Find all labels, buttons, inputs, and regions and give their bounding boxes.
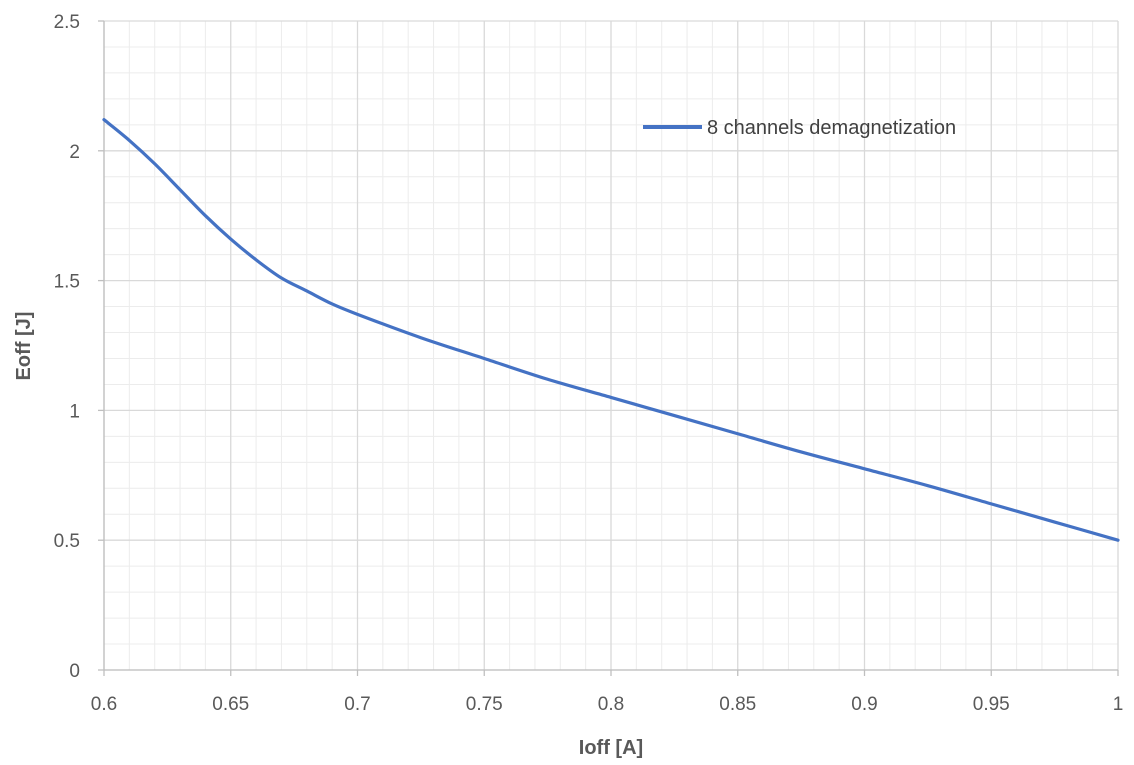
series-layer (102, 118, 1120, 542)
x-axis-title: Ioff [A] (579, 737, 643, 759)
y-tick-label: 0.5 (54, 531, 80, 552)
y-tick-label: 2 (69, 142, 80, 163)
y-tick-label: 0 (69, 661, 80, 682)
x-tick-label: 1 (1113, 694, 1124, 715)
x-tick-label: 0.7 (344, 694, 370, 715)
series-line (102, 118, 1120, 542)
x-tick-label: 0.8 (598, 694, 624, 715)
legend: 8 channels demagnetization (643, 117, 956, 139)
y-tick-label: 2.5 (54, 12, 80, 33)
y-axis-title: Eoff [J] (13, 312, 35, 381)
legend-label: 8 channels demagnetization (707, 117, 956, 139)
tick-labels: 0.6 0.65 0.7 0.75 0.8 0.85 0.9 0.95 1 0 0.5 1 1.5 2 2.… (54, 12, 1124, 715)
x-tick-label: 0.75 (466, 694, 503, 715)
y-tick-label: 1 (69, 401, 80, 422)
x-tick-label: 0.85 (719, 694, 756, 715)
x-tick-label: 0.95 (973, 694, 1010, 715)
x-tick-label: 0.65 (212, 694, 249, 715)
y-tick-label: 1.5 (54, 272, 80, 293)
x-tick-label: 0.9 (851, 694, 877, 715)
x-tick-label: 0.6 (91, 694, 117, 715)
axes (98, 20, 1119, 676)
